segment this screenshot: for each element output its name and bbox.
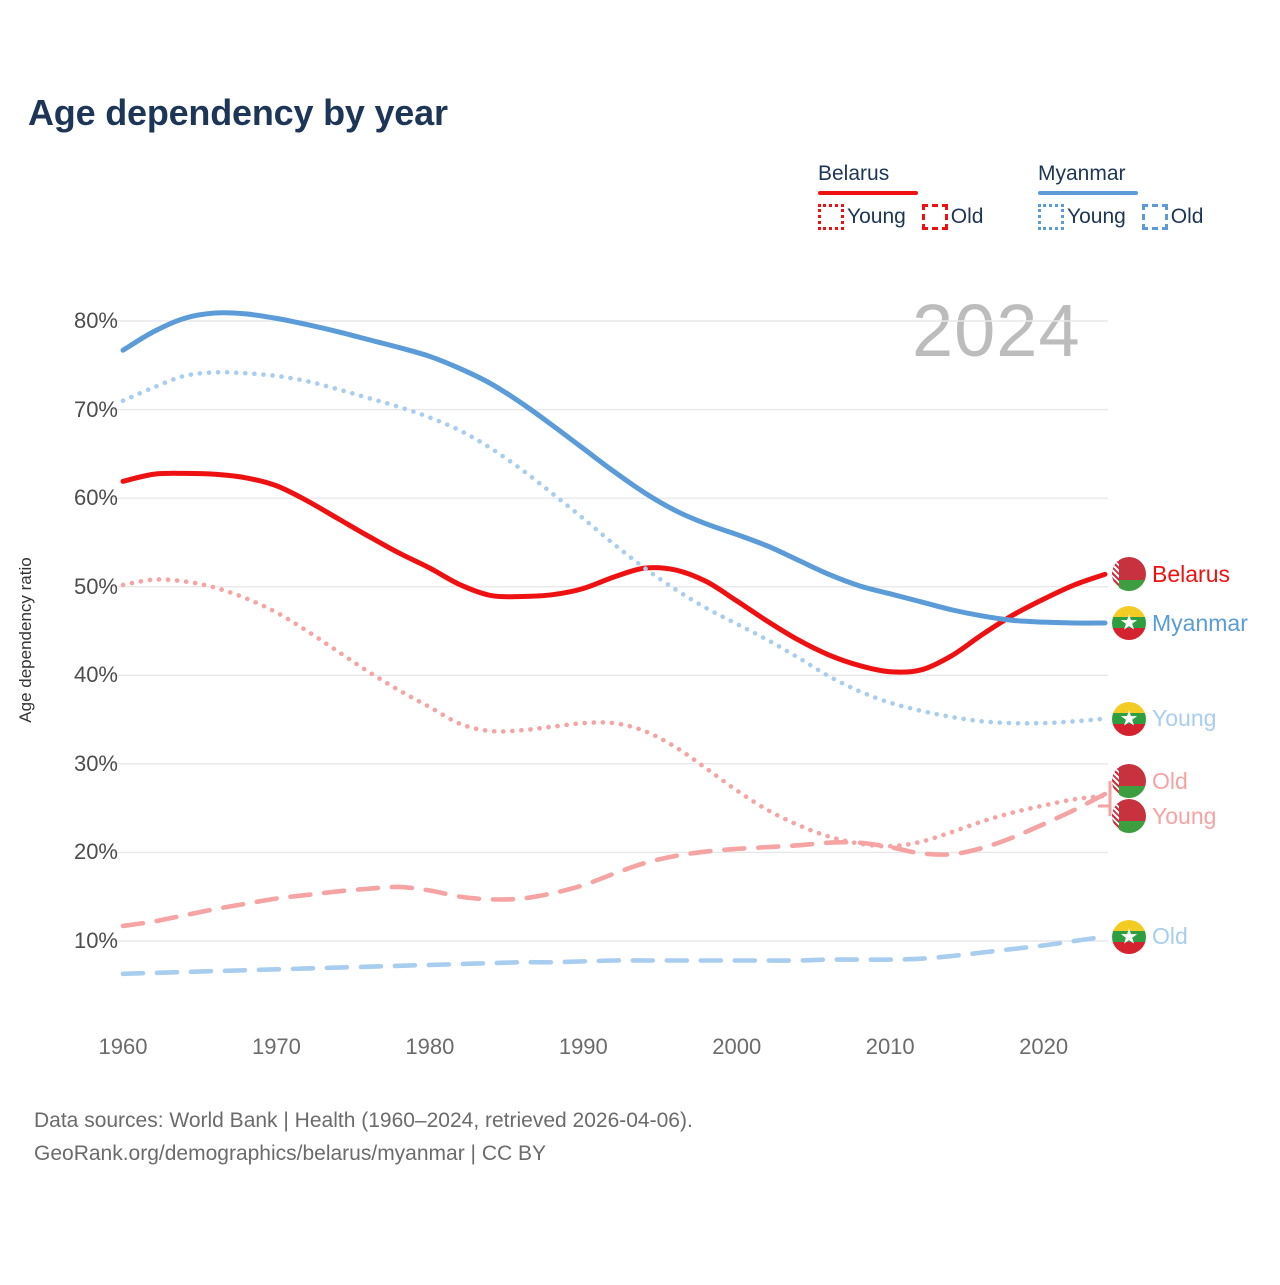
x-tick-label: 2010 xyxy=(865,1034,915,1059)
footer: Data sources: World Bank | Health (1960–… xyxy=(34,1105,693,1170)
y-tick-label: 70% xyxy=(73,396,118,422)
x-tick-label: 1990 xyxy=(558,1034,608,1059)
belarus-flag-icon xyxy=(1112,764,1146,798)
legend-rule-belarus xyxy=(818,191,918,195)
series-line-myanmar-young xyxy=(120,369,1108,726)
x-tick-label: 1970 xyxy=(251,1034,301,1059)
end-label-text: Myanmar xyxy=(1152,609,1248,636)
legend-item-myanmar-old[interactable]: Old xyxy=(1141,204,1204,230)
x-tick-label: 1960 xyxy=(98,1034,148,1059)
y-tick-label: 10% xyxy=(73,928,118,953)
page-title: Age dependency by year xyxy=(28,92,448,133)
dotted-square-icon xyxy=(1038,204,1064,230)
series-line-belarus xyxy=(120,470,1108,675)
end-label-young-myanmar[interactable]: ★ Young xyxy=(1112,701,1217,736)
x-tick-label: 1980 xyxy=(405,1034,455,1059)
belarus-flag-icon xyxy=(1112,557,1146,592)
end-label-myanmar-myanmar[interactable]: ★ Myanmar xyxy=(1112,606,1248,641)
y-tick-label: 80% xyxy=(73,308,118,333)
dotted-square-icon xyxy=(818,204,844,230)
end-label-old-belarus[interactable]: Old xyxy=(1112,764,1188,798)
footer-attribution: GeoRank.org/demographics/belarus/myanmar… xyxy=(34,1141,547,1165)
dashed-square-icon xyxy=(1141,204,1168,230)
series-line-belarus-young xyxy=(120,577,1108,849)
end-label-text: Old xyxy=(1152,923,1188,950)
x-tick-label: 2000 xyxy=(712,1034,762,1059)
legend-label-old: Old xyxy=(950,205,984,228)
end-label-text: Belarus xyxy=(1152,560,1230,587)
legend-country-myanmar[interactable]: Myanmar xyxy=(1038,162,1126,185)
y-tick-label: 50% xyxy=(73,573,118,599)
legend-label-old: Old xyxy=(1170,205,1204,228)
legend-country-belarus[interactable]: Belarus xyxy=(818,162,890,185)
legend-group-belarus: Belarus Young Old xyxy=(818,162,1038,230)
footer-data-source: Data sources: World Bank | Health (1960–… xyxy=(34,1109,693,1132)
legend-item-belarus-young[interactable]: Young xyxy=(818,204,906,230)
belarus-flag-icon xyxy=(1112,799,1146,833)
legend-label-young: Young xyxy=(847,205,906,228)
myanmar-flag-icon: ★ xyxy=(1112,606,1146,641)
series-line-myanmar xyxy=(120,310,1108,626)
end-label-text: Young xyxy=(1152,802,1217,829)
x-tick-label: 2020 xyxy=(1019,1034,1069,1059)
end-label-old-myanmar[interactable]: ★ Old xyxy=(1112,919,1188,954)
legend-item-myanmar-young[interactable]: Young xyxy=(1038,204,1126,230)
myanmar-flag-icon: ★ xyxy=(1112,701,1146,736)
legend-item-belarus-old[interactable]: Old xyxy=(921,204,984,230)
y-tick-label: 60% xyxy=(73,485,118,511)
legend-rule-myanmar xyxy=(1038,191,1138,195)
y-tick-label: 40% xyxy=(73,662,118,688)
legend-label-young: Young xyxy=(1067,205,1126,228)
dashed-square-icon xyxy=(921,204,948,230)
y-axis-label: Age dependency ratio xyxy=(16,557,35,723)
end-label-text: Young xyxy=(1152,705,1217,732)
end-label-text: Old xyxy=(1152,767,1188,794)
series-line-myanmar-old xyxy=(120,934,1108,977)
legend: Belarus Young Old Myanmar Young xyxy=(818,162,1258,230)
year-watermark: 2024 xyxy=(912,289,1081,372)
label-leader-line xyxy=(1098,804,1112,816)
y-tick-label: 30% xyxy=(73,750,118,776)
end-label-young-belarus[interactable]: Young xyxy=(1112,799,1216,833)
series-line-belarus-old xyxy=(120,791,1108,929)
legend-group-myanmar: Myanmar Young Old xyxy=(1038,162,1258,230)
end-label-belarus-belarus[interactable]: Belarus xyxy=(1112,557,1230,592)
myanmar-flag-icon: ★ xyxy=(1112,919,1146,954)
y-tick-label: 20% xyxy=(73,839,118,865)
